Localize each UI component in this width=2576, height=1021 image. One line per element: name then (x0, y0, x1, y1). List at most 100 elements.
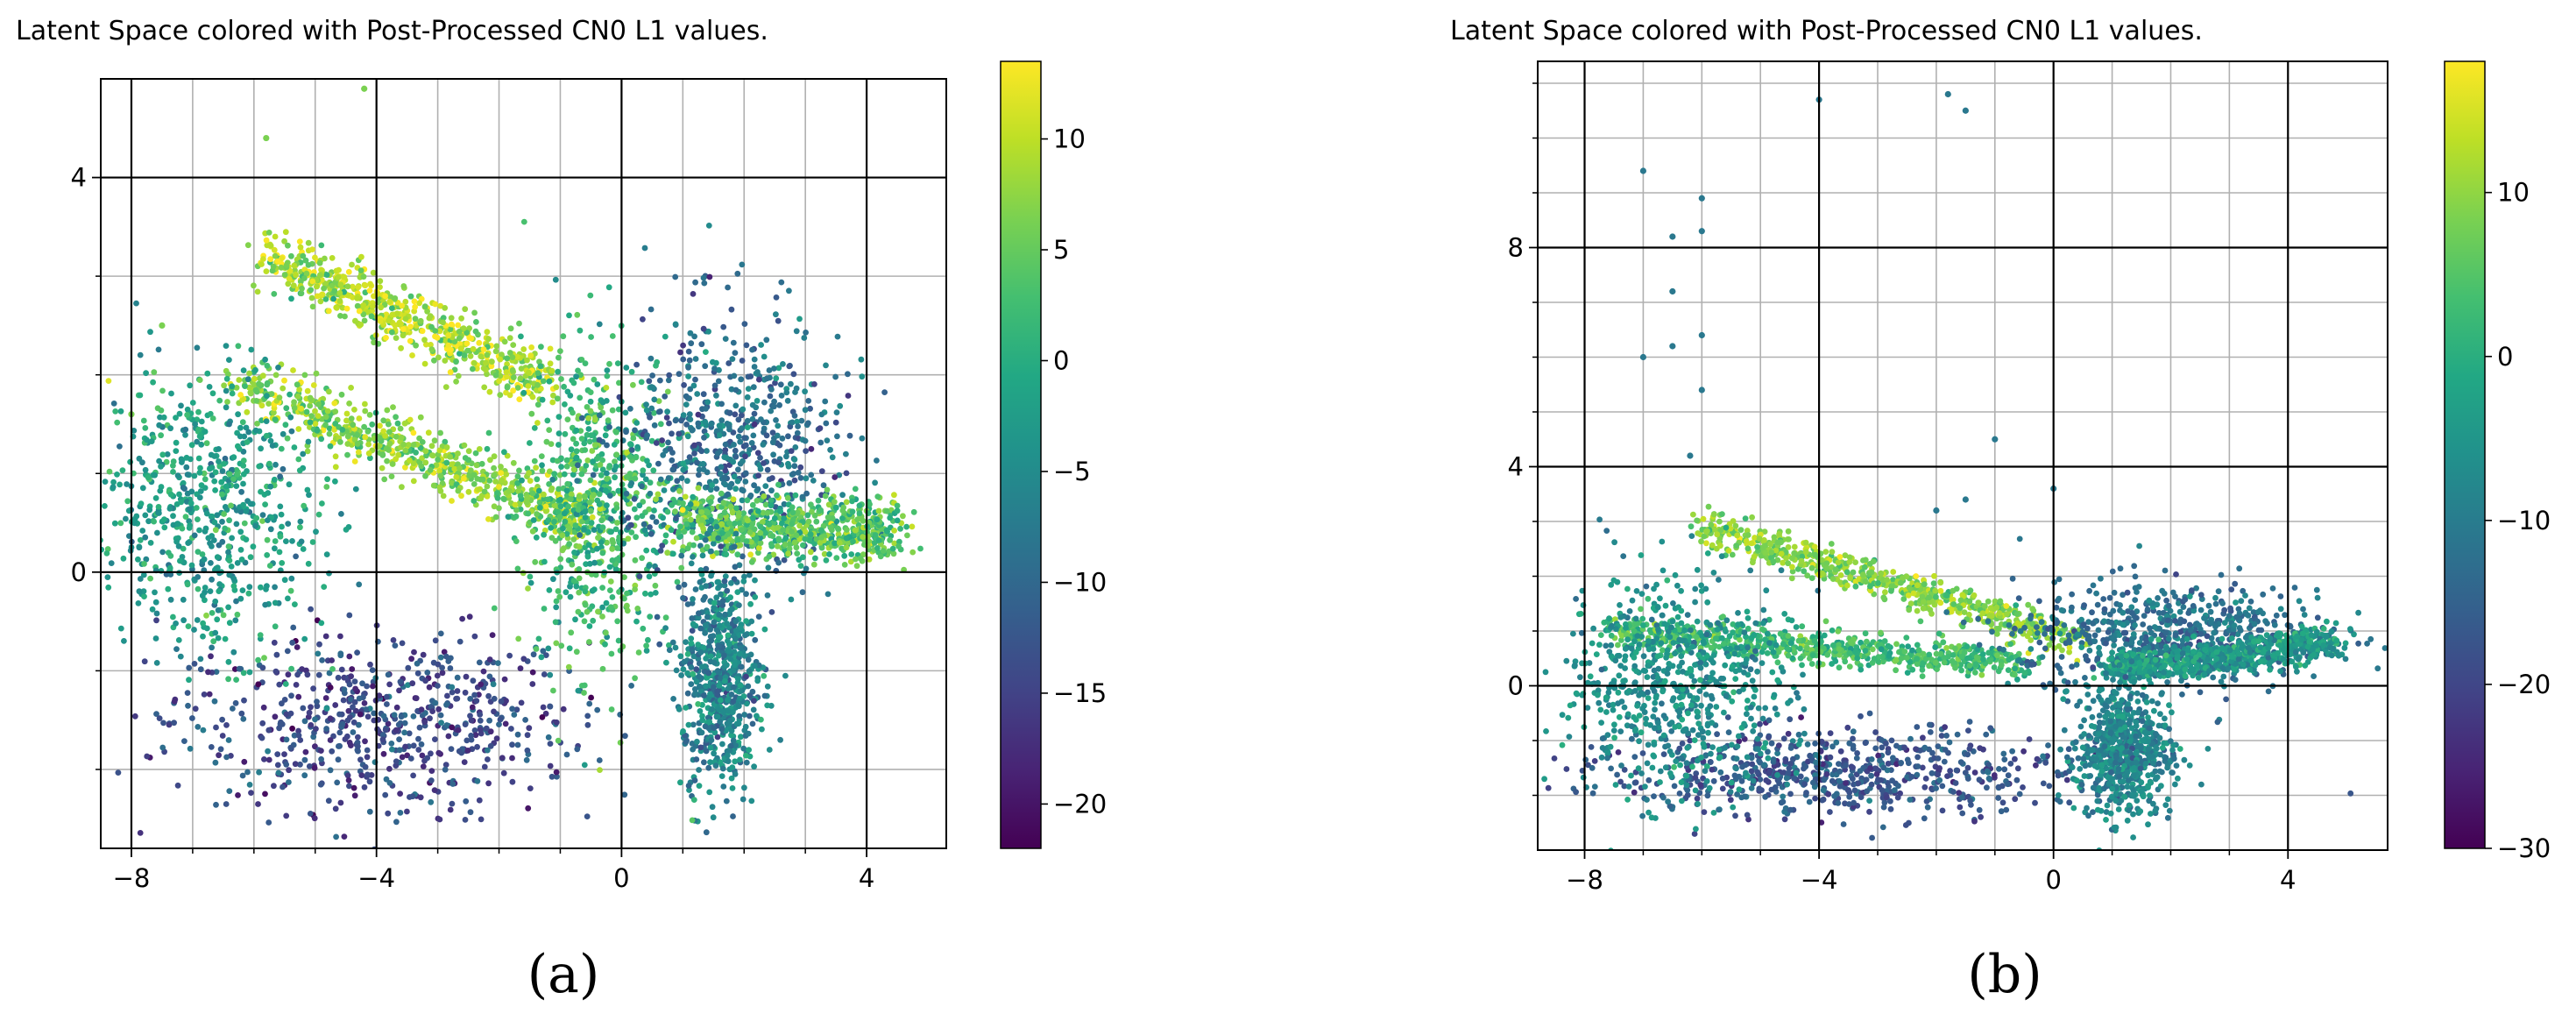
scatter-point (526, 725, 533, 732)
scatter-point (721, 578, 728, 585)
scatter-point (422, 448, 429, 455)
scatter-point (609, 594, 616, 600)
scatter-point (351, 792, 358, 799)
scatter-point (742, 479, 749, 485)
scatter-point (348, 385, 354, 391)
scatter-point (212, 759, 219, 766)
scatter-point (705, 670, 711, 677)
scatter-point (843, 544, 850, 551)
scatter-point (745, 730, 752, 737)
scatter-point (773, 375, 780, 382)
scatter-point (547, 345, 554, 352)
scatter-point (413, 450, 419, 456)
scatter-point (554, 395, 561, 402)
scatter-point (728, 732, 734, 739)
scatter-point (588, 694, 594, 701)
scatter-point (481, 763, 488, 770)
scatter-point (354, 649, 360, 656)
scatter-point (565, 503, 571, 510)
scatter-point (315, 511, 322, 518)
scatter-point (237, 433, 244, 440)
scatter-point (518, 699, 525, 706)
scatter-point (604, 372, 611, 379)
scatter-point (221, 460, 227, 467)
scatter-point (451, 465, 458, 472)
scatter-point (297, 244, 304, 251)
scatter-point (768, 386, 775, 393)
scatter-point (380, 750, 387, 757)
scatter-point (803, 448, 809, 454)
scatter-point (447, 806, 454, 813)
scatter-point (615, 536, 622, 543)
scatter-point (334, 779, 341, 786)
scatter-point (393, 433, 400, 440)
scatter-point (491, 605, 498, 612)
scatter-point (683, 639, 689, 645)
scatter-point (796, 522, 803, 529)
scatter-point (836, 540, 843, 546)
scatter-point (633, 420, 640, 426)
scatter-point (640, 521, 648, 528)
scatter-point (159, 451, 166, 458)
scatter-point (388, 741, 395, 747)
scatter-point (326, 425, 333, 432)
scatter-point (795, 423, 801, 429)
scatter-point (563, 487, 570, 494)
scatter-point (362, 282, 369, 289)
scatter-point (759, 726, 765, 733)
scatter-point (788, 380, 794, 387)
scatter-point (570, 472, 577, 478)
scatter-point (548, 486, 556, 492)
scatter-point (766, 521, 773, 528)
scatter-point (466, 472, 473, 479)
scatter-point (105, 378, 112, 384)
scatter-point (258, 734, 265, 741)
scatter-point (680, 356, 687, 363)
scatter-point (690, 797, 697, 803)
scatter-point (449, 724, 456, 731)
scatter-point (144, 436, 150, 443)
scatter-point (468, 717, 475, 724)
scatter-point (498, 698, 505, 705)
scatter-point (548, 441, 555, 447)
scatter-point (725, 360, 732, 366)
scatter-point (544, 417, 551, 424)
scatter-point (725, 530, 732, 537)
scatter-point (721, 582, 728, 589)
scatter-point (867, 501, 873, 507)
scatter-point (150, 379, 157, 386)
scatter-point (286, 276, 293, 282)
scatter-point (171, 698, 178, 705)
scatter-point (563, 589, 570, 596)
scatter-point (604, 442, 610, 449)
scatter-point (294, 381, 301, 388)
scatter-point (633, 534, 639, 541)
scatter-point (688, 340, 695, 347)
scatter-point (745, 386, 752, 392)
scatter-point (308, 294, 315, 301)
scatter-point (301, 502, 308, 509)
scatter-point (318, 436, 325, 443)
scatter-point (220, 612, 227, 619)
scatter-point (263, 237, 270, 244)
scatter-point (575, 507, 582, 513)
scatter-point (464, 748, 471, 754)
scatter-point (708, 517, 715, 523)
scatter-point (848, 551, 855, 557)
scatter-point (420, 651, 427, 658)
scatter-point (727, 503, 734, 510)
scatter-point (228, 502, 234, 509)
scatter-point (410, 713, 417, 720)
scatter-point (833, 409, 840, 415)
scatter-point (465, 488, 472, 495)
scatter-point (486, 388, 493, 395)
scatter-point (530, 651, 537, 658)
scatter-point (175, 542, 182, 549)
scatter-point (111, 520, 118, 527)
scatter-point (294, 393, 301, 400)
scatter-point (405, 682, 411, 688)
scatter-point (782, 672, 789, 679)
scatter-point (233, 385, 240, 391)
scatter-point (223, 343, 230, 349)
scatter-point (471, 691, 478, 698)
